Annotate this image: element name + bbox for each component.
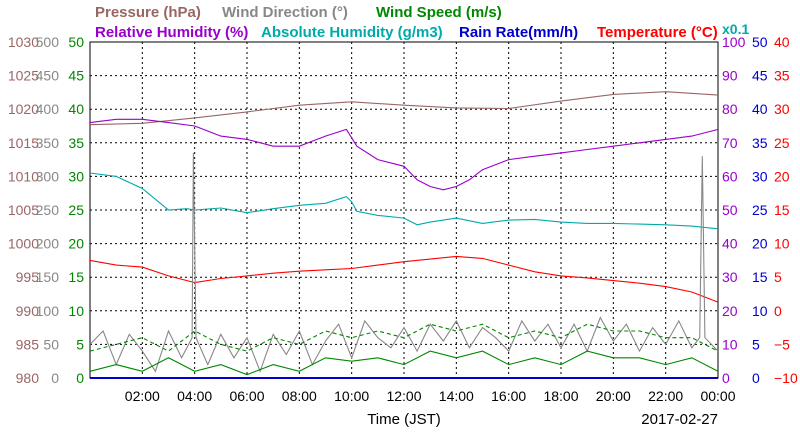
temperature-tick: 10	[774, 236, 790, 252]
wind-speed-tick: 30	[68, 168, 84, 184]
series-wind-speed-m-s-gust	[89, 323, 719, 352]
humidity-tick: 50	[722, 202, 738, 218]
wind-direction-tick: 450	[36, 68, 60, 84]
humidity-tick: 20	[722, 303, 738, 319]
pressure-tick: 1020	[8, 101, 39, 117]
wind-direction-tick: 300	[36, 168, 60, 184]
pressure-tick: 1030	[8, 34, 39, 50]
humidity-tick: 100	[722, 34, 746, 50]
temperature-tick: 25	[774, 135, 790, 151]
x-tick: 04:00	[177, 388, 212, 404]
x-tick: 16:00	[491, 388, 526, 404]
wind-speed-tick: 35	[68, 135, 84, 151]
wind-direction-tick: 400	[36, 101, 60, 117]
rain-rate-tick: 35	[752, 135, 768, 151]
x-tick: 22:00	[648, 388, 683, 404]
humidity-tick: 40	[722, 236, 738, 252]
humidity-tick: 10	[722, 336, 738, 352]
temperature-tick: 0	[774, 303, 782, 319]
x-axis-label: Time (JST)	[367, 411, 441, 428]
date-label: 2017-02-27	[641, 411, 718, 428]
x-tick: 08:00	[282, 388, 317, 404]
humidity-tick: 90	[722, 68, 738, 84]
right-axes: 1009080706050403020100504540353025201510…	[722, 34, 798, 386]
rain-rate-tick: 30	[752, 168, 768, 184]
series-wind-direction	[89, 152, 719, 373]
temperature-tick: −10	[774, 370, 798, 386]
wind-speed-tick: 50	[68, 34, 84, 50]
pressure-tick: 1015	[8, 135, 39, 151]
series-absolute-humidity-g-m3	[89, 172, 719, 230]
series-layer	[89, 91, 719, 379]
x-tick: 18:00	[543, 388, 578, 404]
humidity-tick: 70	[722, 135, 738, 151]
legend-absolute-humidity: Absolute Humidity (g/m3)	[261, 24, 443, 41]
temperature-tick: 5	[774, 269, 782, 285]
wind-speed-tick: 40	[68, 101, 84, 117]
wind-speed-tick: 25	[68, 202, 84, 218]
wind-direction-tick: 500	[36, 34, 60, 50]
temperature-tick: −5	[774, 336, 790, 352]
pressure-tick: 995	[16, 269, 40, 285]
wind-speed-tick: 5	[76, 336, 84, 352]
temperature-tick: 30	[774, 101, 790, 117]
rain-rate-tick: 10	[752, 303, 768, 319]
humidity-tick: 80	[722, 101, 738, 117]
legend-temperature: Temperature (°C)	[597, 24, 718, 41]
pressure-tick: 1010	[8, 168, 39, 184]
humidity-tick: 30	[722, 269, 738, 285]
left-axes: 1030102510201015101010051000995990985980…	[8, 34, 84, 386]
wind-speed-tick: 10	[68, 303, 84, 319]
wind-speed-tick: 0	[76, 370, 84, 386]
wind-speed-tick: 45	[68, 68, 84, 84]
wind-direction-tick: 100	[36, 303, 60, 319]
rain-rate-tick: 25	[752, 202, 768, 218]
humidity-tick: 0	[722, 370, 730, 386]
temperature-tick: 35	[774, 68, 790, 84]
pressure-tick: 990	[16, 303, 40, 319]
temperature-tick: 15	[774, 202, 790, 218]
legend-relative-humidity: Relative Humidity (%)	[95, 24, 248, 41]
x-tick: 00:00	[700, 388, 735, 404]
x-tick: 12:00	[386, 388, 421, 404]
rain-rate-tick: 0	[752, 370, 760, 386]
rain-rate-tick: 5	[752, 336, 760, 352]
rain-rate-tick: 50	[752, 34, 768, 50]
series-relative-humidity	[89, 118, 719, 191]
wind-speed-tick: 20	[68, 236, 84, 252]
rain-rate-tick: 45	[752, 68, 768, 84]
series-wind-speed-m-s	[89, 350, 719, 376]
pressure-tick: 985	[16, 336, 40, 352]
rain-rate-tick: 15	[752, 269, 768, 285]
wind-direction-tick: 150	[36, 269, 60, 285]
rain-rate-tick: 20	[752, 236, 768, 252]
wind-direction-tick: 0	[51, 370, 59, 386]
x-tick: 14:00	[439, 388, 474, 404]
scale-note: x0.1	[722, 21, 749, 37]
legend-rain-rate: Rain Rate(mm/h)	[459, 24, 578, 41]
humidity-tick: 60	[722, 168, 738, 184]
wind-direction-tick: 200	[36, 236, 60, 252]
x-axis: 02:00 04:00 06:00 08:00 10:00 12:00 14:00 16:00…	[125, 388, 736, 404]
x-tick: 06:00	[229, 388, 264, 404]
temperature-tick: 40	[774, 34, 790, 50]
legend-wind-speed: Wind Speed (m/s)	[376, 4, 502, 21]
x-tick: 02:00	[125, 388, 160, 404]
wind-speed-tick: 15	[68, 269, 84, 285]
pressure-tick: 1000	[8, 236, 39, 252]
x-tick: 10:00	[334, 388, 369, 404]
wind-direction-tick: 250	[36, 202, 60, 218]
rain-rate-tick: 40	[752, 101, 768, 117]
pressure-tick: 1005	[8, 202, 39, 218]
legend-wind-direction: Wind Direction (°)	[222, 4, 348, 21]
legend-pressure: Pressure (hPa)	[95, 4, 201, 21]
pressure-tick: 980	[16, 370, 40, 386]
x-tick: 20:00	[596, 388, 631, 404]
temperature-tick: 20	[774, 168, 790, 184]
wind-direction-tick: 50	[43, 336, 59, 352]
pressure-tick: 1025	[8, 68, 39, 84]
series-pressure-hpa	[89, 91, 719, 126]
wind-direction-tick: 350	[36, 135, 60, 151]
